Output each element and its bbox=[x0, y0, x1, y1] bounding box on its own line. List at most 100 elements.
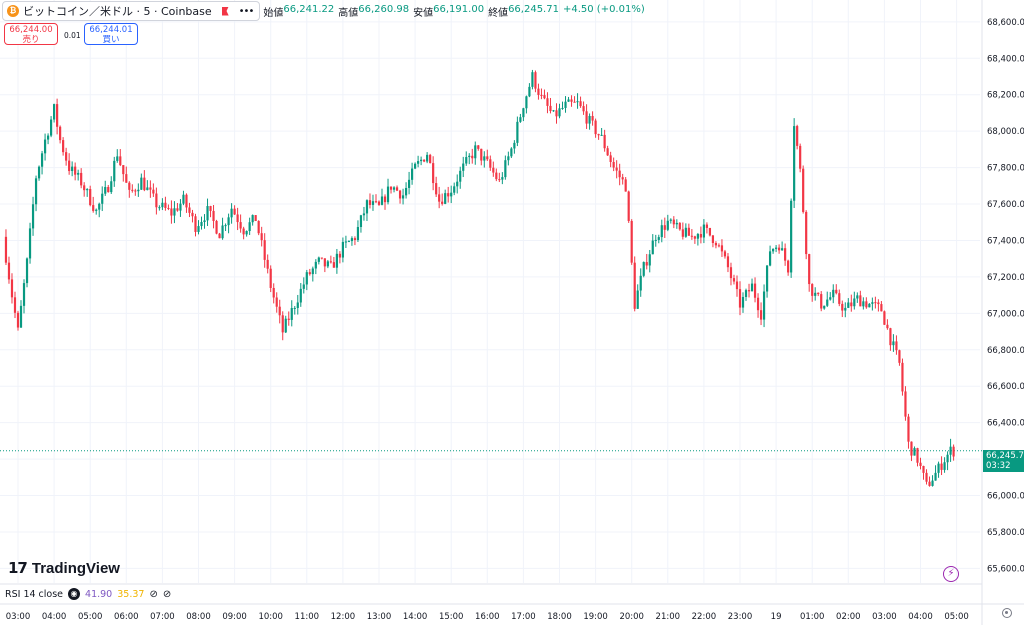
candle bbox=[775, 247, 778, 249]
y-tick-label: 68,000.00 bbox=[987, 127, 1024, 137]
tradingview-logo[interactable]: 17 TradingView bbox=[8, 559, 120, 577]
candle bbox=[802, 168, 805, 212]
candle bbox=[401, 195, 405, 199]
candle bbox=[648, 254, 651, 266]
candle bbox=[185, 194, 188, 208]
x-tick-label: 23:00 bbox=[728, 612, 753, 622]
candle bbox=[588, 115, 591, 124]
candle bbox=[377, 201, 381, 205]
candle bbox=[236, 214, 239, 223]
candle bbox=[398, 190, 402, 199]
candle bbox=[750, 283, 754, 292]
candle bbox=[901, 362, 904, 392]
candle bbox=[143, 177, 146, 191]
candle bbox=[513, 142, 516, 149]
candle bbox=[606, 148, 609, 156]
candle bbox=[326, 261, 329, 267]
candle bbox=[564, 101, 567, 108]
candle bbox=[468, 155, 471, 158]
buy-button[interactable]: 66,244.01 買い bbox=[84, 23, 138, 45]
candle bbox=[708, 227, 712, 236]
settings-icon[interactable] bbox=[1002, 608, 1012, 618]
visibility-icon[interactable]: ◉ bbox=[68, 588, 81, 600]
candle bbox=[594, 120, 597, 135]
candle bbox=[89, 189, 92, 206]
candle bbox=[95, 209, 98, 211]
candle bbox=[465, 157, 468, 164]
candle bbox=[793, 126, 796, 201]
candle bbox=[395, 187, 399, 191]
candle bbox=[856, 295, 859, 299]
remove-icon[interactable]: ⊘ bbox=[162, 588, 172, 600]
candle bbox=[197, 226, 200, 232]
y-tick-label: 66,800.00 bbox=[987, 346, 1024, 356]
candle bbox=[799, 145, 802, 169]
candle bbox=[516, 121, 519, 143]
candle bbox=[46, 135, 50, 140]
y-tick-label: 66,400.00 bbox=[987, 419, 1024, 429]
candle bbox=[808, 254, 811, 285]
candle bbox=[131, 189, 134, 191]
candle bbox=[239, 222, 242, 229]
x-tick-label: 21:00 bbox=[656, 612, 681, 622]
candle bbox=[675, 222, 678, 225]
candle bbox=[621, 177, 624, 180]
candle bbox=[137, 189, 140, 192]
x-tick-label: 08:00 bbox=[186, 612, 211, 622]
candle bbox=[107, 187, 110, 193]
candle bbox=[245, 231, 248, 235]
candle bbox=[471, 155, 474, 159]
candle bbox=[459, 170, 462, 182]
candle bbox=[164, 202, 167, 208]
candle bbox=[221, 225, 224, 239]
candle bbox=[952, 446, 955, 457]
candle bbox=[155, 193, 158, 208]
candle bbox=[498, 179, 501, 181]
candle bbox=[380, 196, 384, 205]
hide-icon[interactable]: ⊘ bbox=[149, 588, 158, 600]
candle bbox=[853, 298, 856, 307]
candle bbox=[759, 310, 763, 320]
candle bbox=[747, 290, 751, 292]
more-options-icon[interactable]: ••• bbox=[238, 5, 255, 17]
candle bbox=[426, 154, 429, 162]
candle bbox=[681, 229, 684, 237]
candle bbox=[7, 262, 11, 280]
candle bbox=[53, 104, 56, 120]
candle bbox=[817, 292, 820, 295]
candle bbox=[275, 297, 278, 307]
candle bbox=[684, 227, 687, 237]
candle bbox=[753, 283, 757, 298]
rsi-legend[interactable]: RSI 14 close ◉ 41.90 35.37 ⊘ ⊘ bbox=[5, 588, 171, 600]
candle bbox=[233, 208, 236, 215]
y-tick-label: 66,000.00 bbox=[987, 492, 1024, 502]
symbol-title: ビットコイン／米ドル · 5 · Coinbase bbox=[23, 5, 212, 18]
candle bbox=[414, 163, 417, 169]
candle bbox=[922, 466, 925, 473]
candle bbox=[603, 134, 606, 149]
candle bbox=[711, 235, 715, 243]
x-tick-label: 02:00 bbox=[836, 612, 861, 622]
candle bbox=[152, 189, 155, 194]
sell-button[interactable]: 66,244.00 売り bbox=[4, 23, 58, 45]
candle bbox=[600, 134, 603, 136]
last-price-value: 66,245.71 bbox=[986, 451, 1024, 461]
x-tick-label: 05:00 bbox=[944, 612, 969, 622]
candle bbox=[83, 185, 86, 191]
symbol-selector[interactable]: ₿ ビットコイン／米ドル · 5 · Coinbase ••• bbox=[2, 1, 261, 21]
lightning-icon[interactable]: ⚡ bbox=[943, 566, 959, 582]
candle bbox=[702, 224, 705, 238]
candle bbox=[438, 194, 441, 202]
candle bbox=[729, 267, 733, 279]
candle bbox=[59, 126, 62, 141]
candle bbox=[230, 208, 233, 218]
x-tick-label: 07:00 bbox=[150, 612, 175, 622]
candle bbox=[272, 287, 275, 298]
candle bbox=[570, 99, 573, 102]
candle bbox=[40, 153, 44, 167]
flag-icon[interactable] bbox=[221, 6, 229, 16]
high-value: 66,260.98 bbox=[358, 3, 410, 15]
candle bbox=[462, 163, 465, 171]
candle bbox=[62, 140, 65, 153]
